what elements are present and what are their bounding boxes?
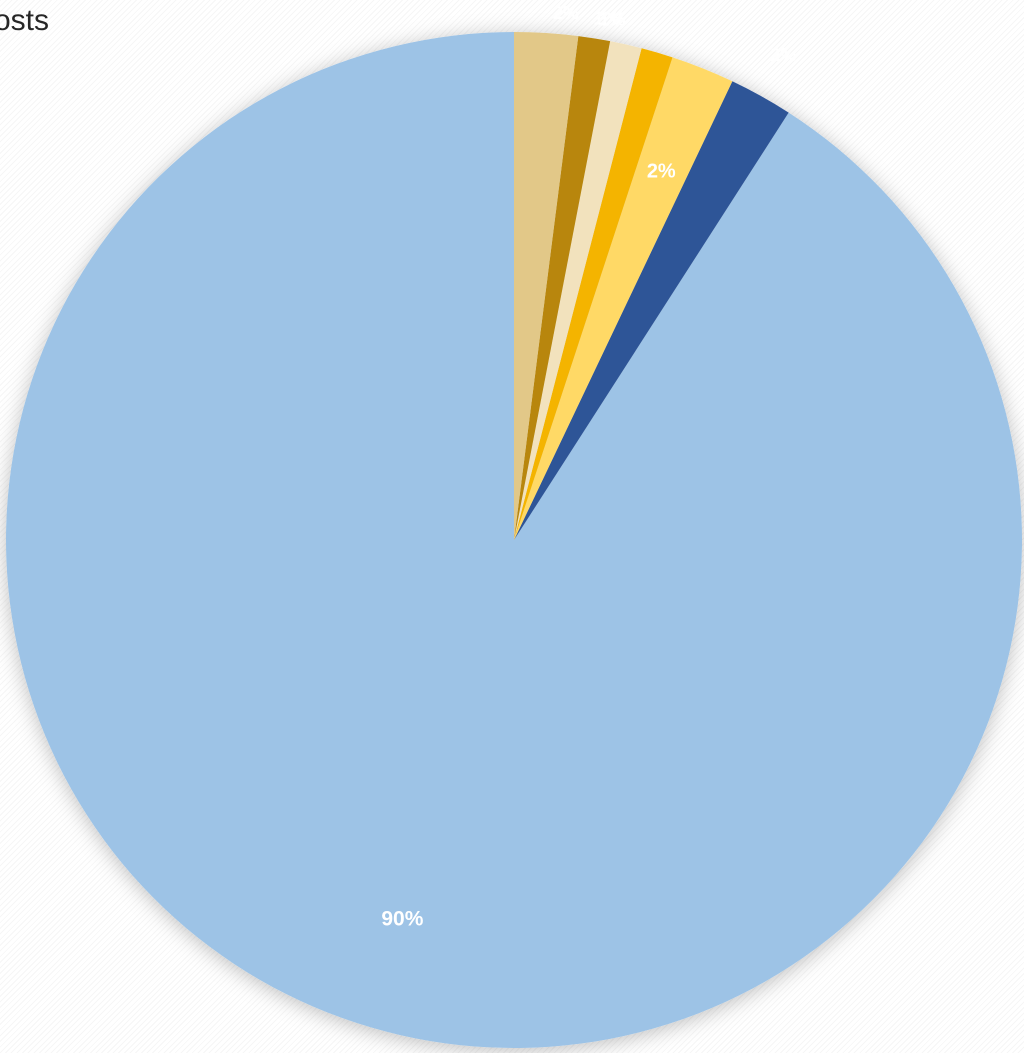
pie-slice <box>514 81 789 540</box>
slice-data-label: 90% <box>381 908 423 931</box>
pie-slice <box>514 57 733 541</box>
slice-data-label: 2% <box>647 160 676 182</box>
slice-data-label: 2% <box>553 3 579 23</box>
pie-slice <box>514 32 579 540</box>
pie-slice <box>514 41 642 541</box>
slice-data-label: 2% <box>770 45 796 65</box>
slice-data-label: 1% <box>599 10 625 30</box>
pie-slice <box>6 32 1023 1049</box>
slice-data-label: 1% <box>594 9 620 29</box>
pie-slice <box>514 36 611 541</box>
pie-slice <box>514 48 673 540</box>
chart-title: osts <box>0 4 50 37</box>
